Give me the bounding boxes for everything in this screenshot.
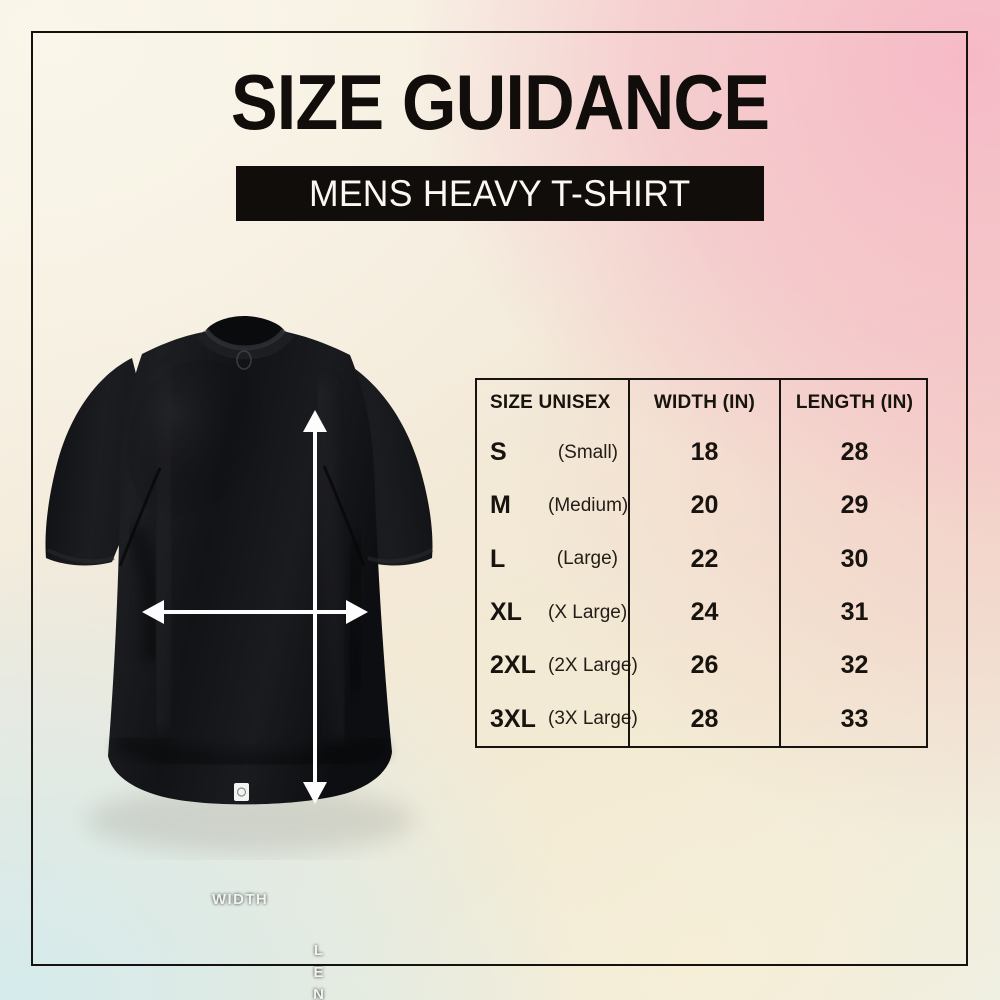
length-value: 28 — [840, 438, 869, 467]
column-header-length: LENGTH (IN) — [795, 392, 914, 413]
size-name: (X Large) — [548, 601, 628, 623]
width-value: 18 — [690, 438, 719, 467]
table-column-width: WIDTH (IN) 18 20 22 24 26 28 — [628, 380, 779, 746]
table-row: 2XL (2X Large) — [477, 639, 638, 692]
hem-tag-icon — [234, 783, 249, 801]
size-chart-table: SIZE UNISEX S (Small) M (Medium) L (Larg… — [475, 378, 928, 748]
size-name: (3X Large) — [548, 708, 638, 730]
size-code: L — [490, 544, 506, 573]
table-row: XL (X Large) — [477, 586, 628, 639]
length-measurement-label: L E N G T H — [308, 940, 330, 1000]
table-row: 3XL (3X Large) — [477, 693, 638, 746]
length-value: 32 — [840, 651, 869, 680]
neck-tag-icon — [236, 350, 252, 370]
measurement-arrows — [142, 410, 368, 804]
width-value: 26 — [690, 651, 719, 680]
size-code: 3XL — [490, 704, 536, 733]
size-name: (Medium) — [548, 494, 629, 516]
size-code: XL — [490, 598, 522, 627]
length-value: 31 — [840, 598, 869, 627]
length-letter: N — [313, 986, 325, 1000]
size-name: (Small) — [557, 441, 618, 463]
length-value: 33 — [840, 704, 869, 733]
length-value: 29 — [840, 491, 869, 520]
size-code: M — [490, 491, 511, 520]
subtitle-banner: MENS HEAVY T-SHIRT — [236, 166, 764, 221]
table-column-size: SIZE UNISEX S (Small) M (Medium) L (Larg… — [477, 380, 638, 746]
width-value: 24 — [690, 598, 719, 627]
length-letter: L — [313, 942, 325, 959]
length-value: 30 — [840, 544, 869, 573]
size-code: S — [490, 438, 507, 467]
subtitle-text: MENS HEAVY T-SHIRT — [309, 173, 691, 214]
table-row: L (Large) — [477, 533, 628, 586]
column-header-size: SIZE UNISEX — [490, 392, 611, 413]
table-row: M (Medium) — [477, 479, 628, 532]
width-value: 28 — [690, 704, 719, 733]
table-column-length: LENGTH (IN) 28 29 30 31 32 33 — [779, 380, 928, 746]
column-header-width: WIDTH (IN) — [653, 392, 756, 413]
page-title: SIZE GUIDANCE — [230, 58, 770, 146]
table-row: S (Small) — [477, 426, 628, 479]
width-value: 22 — [690, 544, 719, 573]
width-value: 20 — [690, 491, 719, 520]
size-name: (2X Large) — [548, 654, 638, 676]
width-measurement-label: WIDTH — [212, 891, 269, 908]
size-code: 2XL — [490, 651, 536, 680]
size-name: (Large) — [556, 548, 618, 570]
tshirt-illustration: WIDTH L E N G T H — [20, 300, 470, 1000]
length-letter: E — [313, 964, 325, 981]
